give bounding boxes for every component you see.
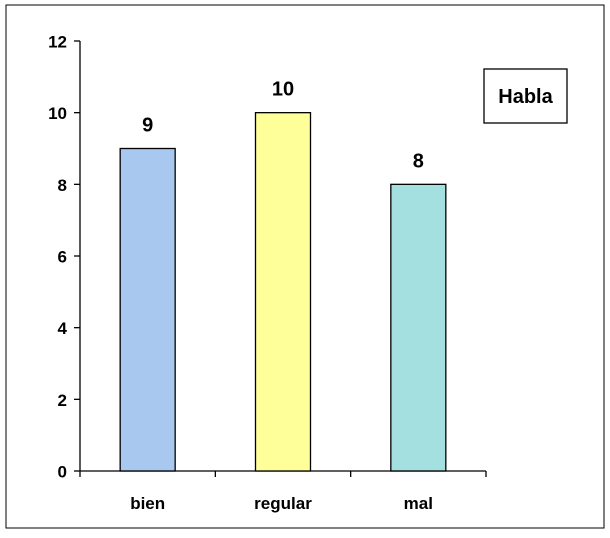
data-label: 9: [142, 115, 153, 137]
data-labels: 9 10 8: [142, 79, 424, 173]
y-tick-label: 2: [58, 391, 67, 410]
y-axis: 0 2 4 6 8 10 12: [48, 33, 81, 482]
y-tick-label: 4: [58, 319, 68, 338]
legend-label: Habla: [498, 86, 553, 108]
x-tick-label: mal: [404, 494, 433, 513]
y-tick-label: 12: [48, 33, 67, 52]
y-tick-label: 0: [58, 463, 67, 482]
bars: [119, 112, 447, 472]
x-tick-label: regular: [254, 494, 312, 513]
y-tick-label: 10: [48, 104, 67, 123]
data-label: 8: [413, 150, 424, 172]
y-tick-label: 6: [58, 248, 67, 267]
data-label: 10: [272, 79, 294, 101]
y-tick-label: 8: [58, 176, 67, 195]
legend-box: [483, 68, 568, 124]
x-tick-label: bien: [130, 494, 165, 513]
bar-bien: [119, 147, 176, 472]
bar-mal: [390, 183, 447, 472]
legend: Habla: [483, 68, 568, 124]
bar-regular: [254, 112, 312, 472]
